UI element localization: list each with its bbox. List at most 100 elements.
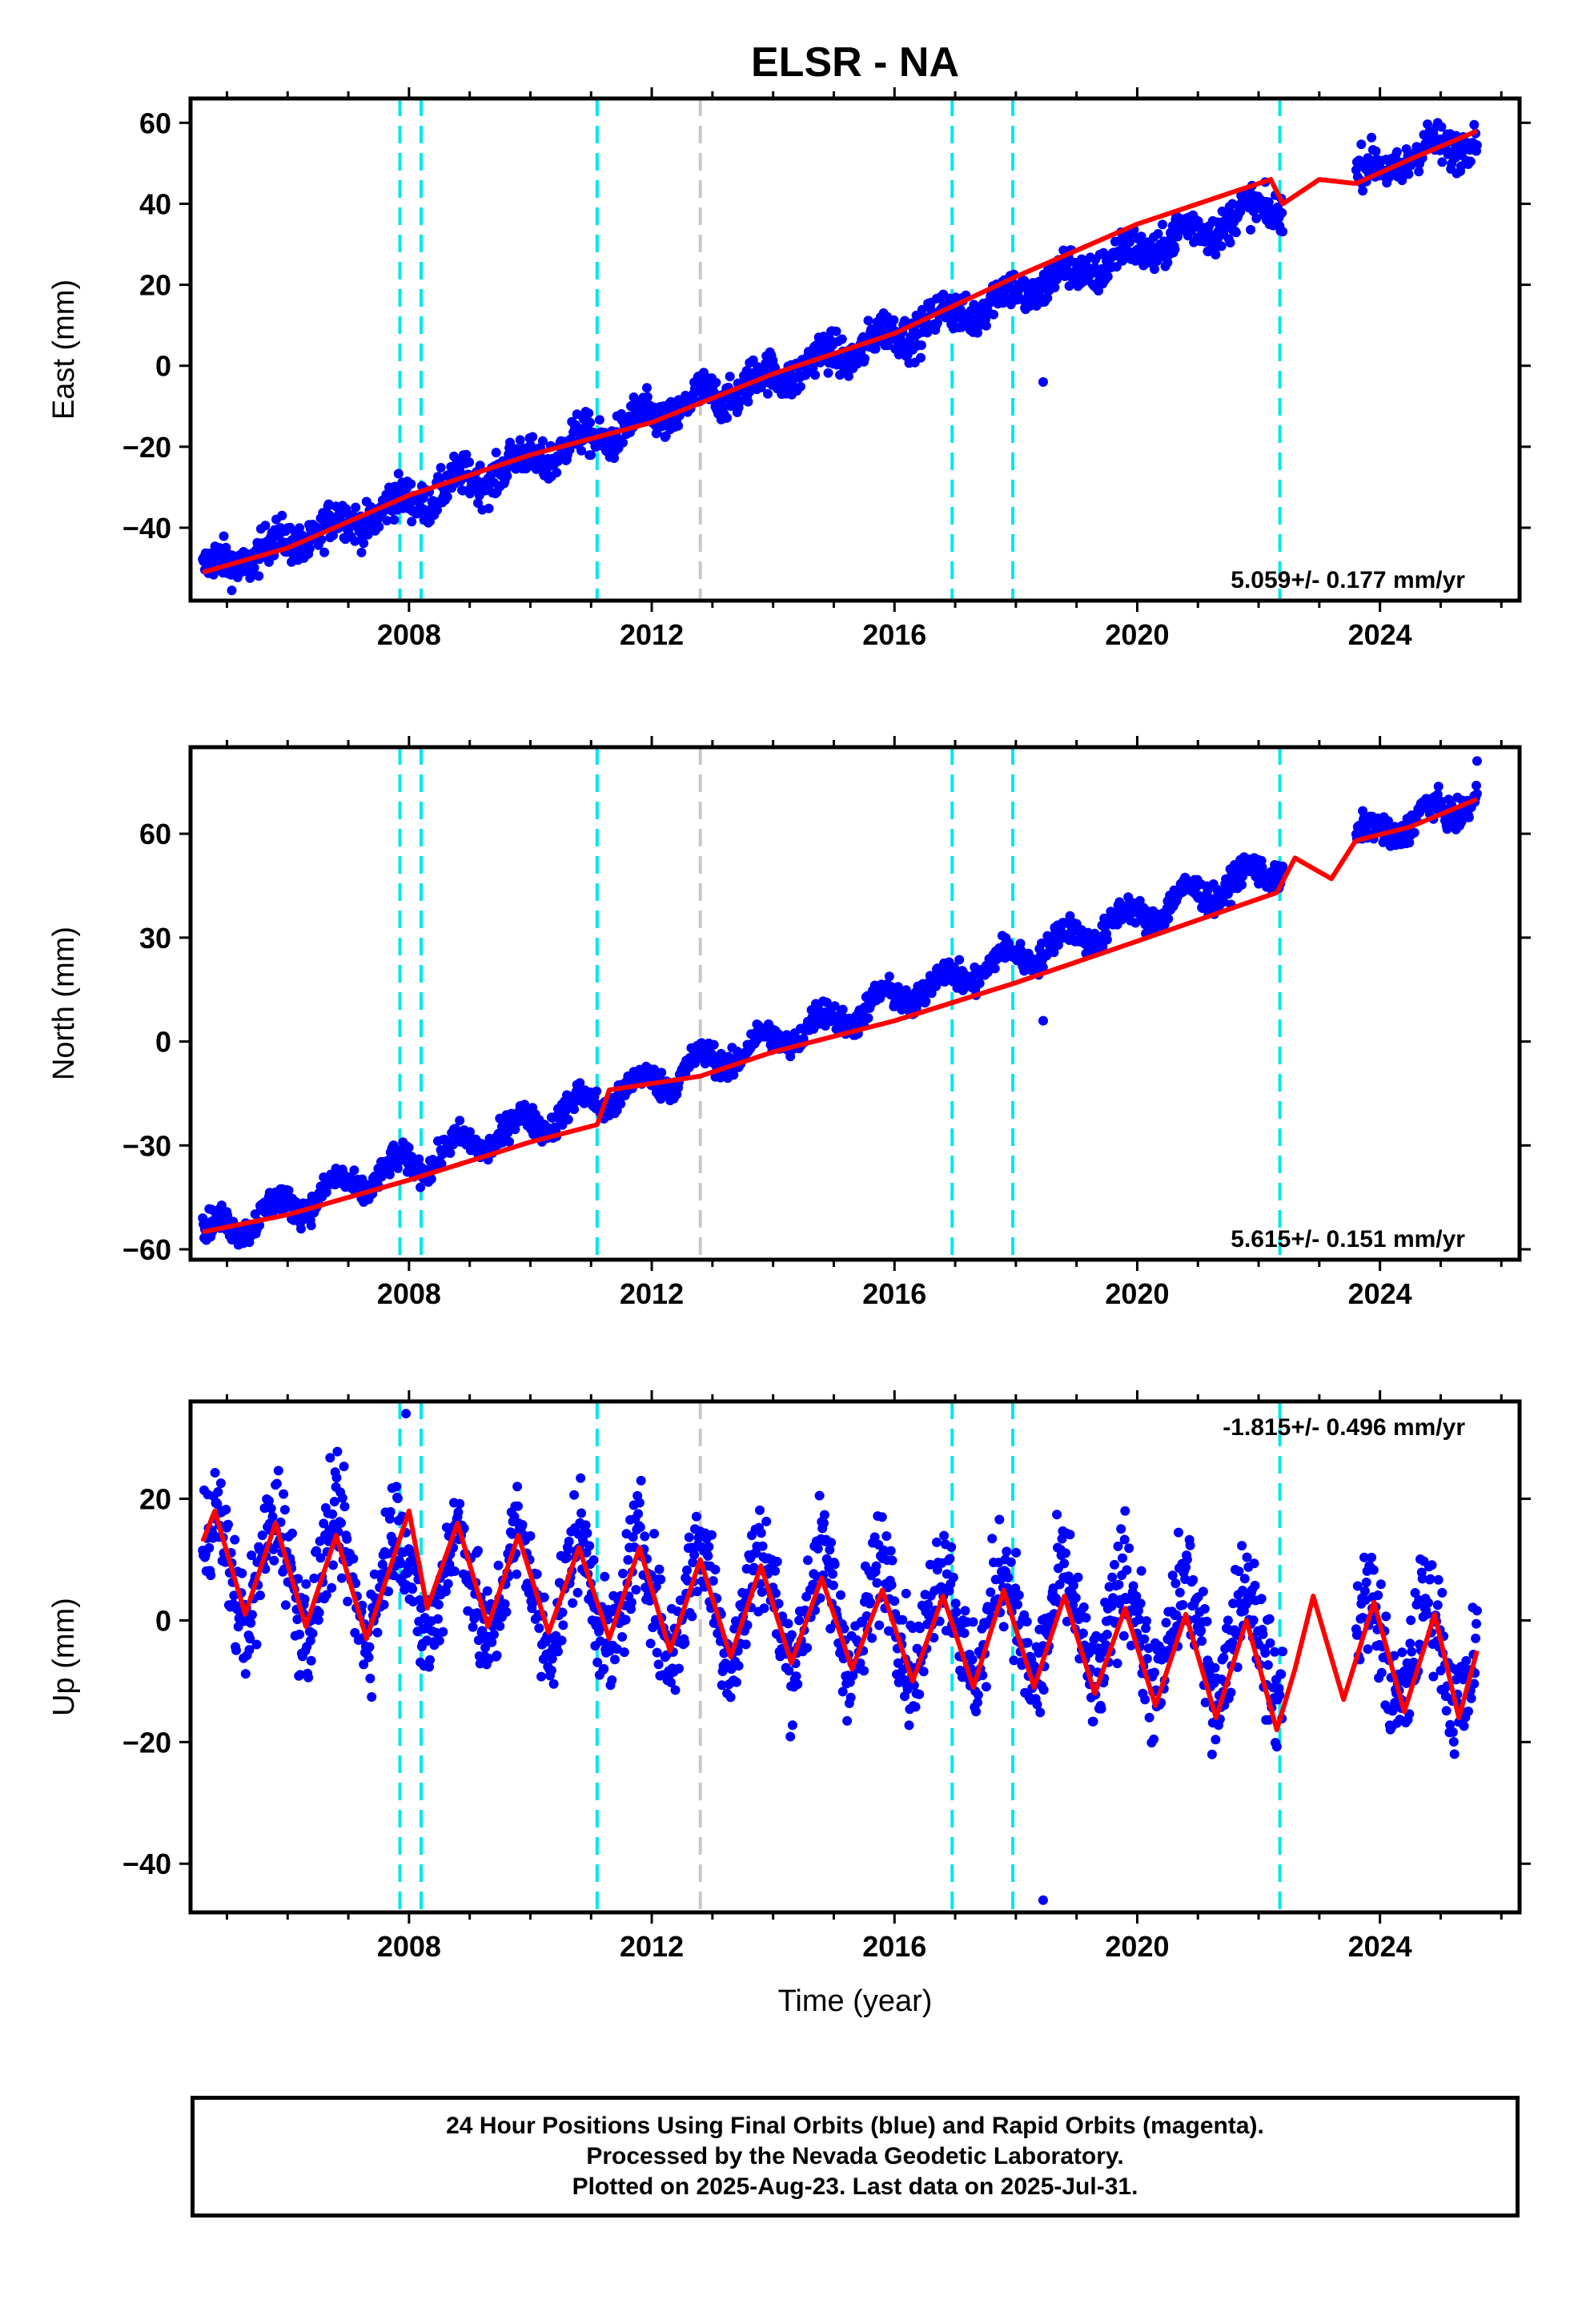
model-fit-line [202,797,1479,1235]
data-point [457,485,468,496]
daily-positions-series [198,756,1482,1250]
data-point [493,1560,504,1570]
data-point [374,521,384,532]
data-point [974,978,985,988]
y-tick-label: 30 [139,922,171,955]
data-point [244,1645,255,1655]
data-point [1219,1652,1229,1663]
data-point [1102,1630,1112,1639]
data-point [628,1532,638,1542]
data-point [408,1584,418,1594]
data-point [552,468,562,478]
data-point [299,1594,310,1604]
data-point [1135,1598,1146,1609]
data-point [230,1534,240,1545]
data-point [756,382,766,392]
data-point [656,1574,666,1585]
data-point [675,1595,685,1606]
data-point [950,1598,961,1609]
outlier-point [1038,1015,1048,1026]
data-point [1181,1562,1191,1573]
data-point [967,1655,978,1665]
data-point [372,1627,383,1638]
data-point [537,436,548,446]
data-point [438,1626,448,1637]
data-point [867,1633,877,1643]
data-point [273,1466,283,1476]
data-point [680,1638,690,1648]
data-point [1469,119,1480,130]
data-point [743,396,753,407]
data-point [960,1606,970,1616]
data-point [1210,1663,1220,1673]
figure-title: ELSR - NA [751,39,959,86]
data-point [654,1564,665,1574]
data-point [954,955,965,965]
data-point [1367,132,1377,143]
outlier-point [1472,756,1482,766]
data-point [674,1663,684,1674]
data-point [1200,1697,1211,1707]
data-point [1174,1527,1183,1538]
data-point [246,1618,256,1628]
data-point [525,1531,536,1541]
data-point [616,1099,626,1109]
data-point [996,1574,1006,1585]
data-point [296,1224,306,1234]
data-point [1022,1638,1033,1648]
data-point [707,1530,717,1540]
y-tick-label: 0 [155,1026,171,1059]
data-point [710,1565,721,1574]
data-point [503,1128,513,1138]
data-point [755,1505,765,1515]
data-point [231,1645,241,1655]
data-point [349,1165,359,1176]
data-point [684,1532,694,1542]
plot-frame [188,96,1522,603]
data-point [1251,213,1262,223]
data-point [600,1571,610,1582]
data-point [495,1621,505,1631]
data-point [392,1163,403,1173]
data-point [212,1499,223,1510]
data-point [1073,1572,1083,1582]
daily-positions-series [198,1409,1482,1905]
data-point [305,1635,315,1646]
data-point [382,516,392,526]
data-point [1141,1623,1151,1634]
data-point [1112,1659,1122,1669]
data-point [316,534,327,545]
data-point [757,1587,767,1597]
data-point [1277,207,1287,218]
data-point [528,432,538,442]
data-point [915,1623,926,1634]
data-point [633,1509,644,1519]
data-point [350,536,360,546]
data-point [547,1654,557,1664]
data-point [973,1690,983,1700]
data-point [607,1675,617,1685]
data-point [384,1514,395,1524]
data-point [563,1115,573,1124]
data-point [631,1585,641,1595]
data-point [306,1655,316,1666]
data-point [1367,1552,1377,1562]
data-point [1050,283,1060,292]
data-point [981,320,991,331]
data-point [484,503,494,513]
data-point [1139,1634,1150,1644]
data-point [315,1553,326,1563]
data-point [636,1475,646,1486]
data-point [1142,1616,1151,1626]
data-point [1185,1540,1195,1550]
data-point [656,1068,667,1078]
data-point [339,1462,349,1472]
data-point [1061,1548,1070,1558]
data-point [356,547,367,557]
data-point [617,1632,628,1642]
data-point [819,1510,829,1520]
data-point [1404,838,1415,848]
data-point [1022,1617,1032,1626]
data-point [363,1652,374,1663]
